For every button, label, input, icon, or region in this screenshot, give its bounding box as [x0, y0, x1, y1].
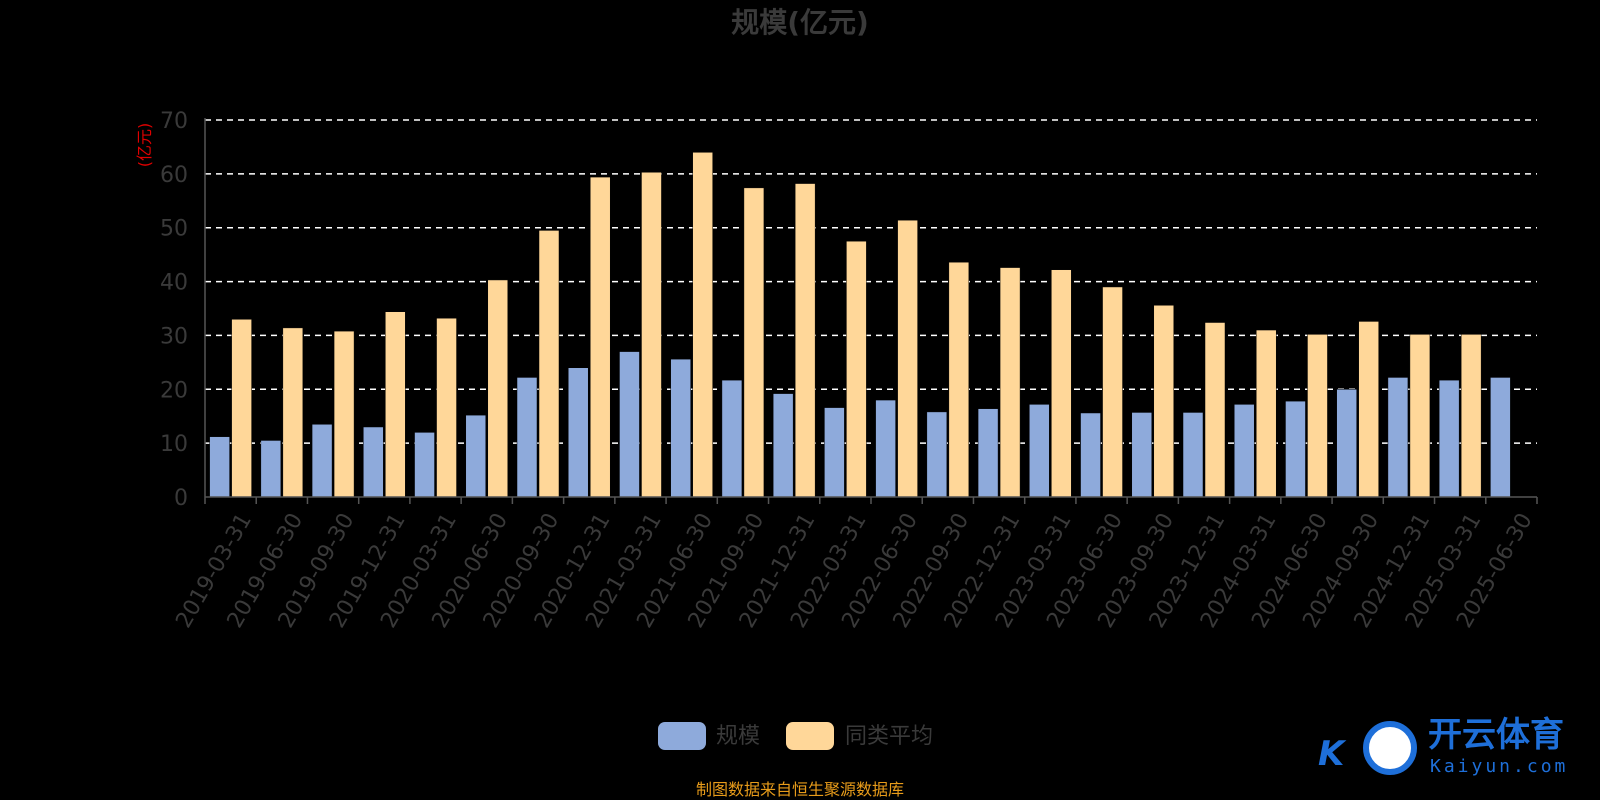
bar-average[interactable]	[743, 187, 765, 498]
bar-scale[interactable]	[209, 436, 230, 498]
bar-average[interactable]	[282, 327, 304, 498]
bar-scale[interactable]	[1029, 404, 1050, 498]
y-axis: 0 10 20 30 40 50 60 70	[160, 109, 188, 511]
bar-average[interactable]	[948, 261, 970, 498]
x-tick-labels: 2019-03-312019-06-302019-09-302019-12-31…	[171, 509, 1537, 632]
bars	[209, 152, 1511, 498]
bar-average[interactable]	[1102, 286, 1123, 498]
bar-scale[interactable]	[1131, 412, 1153, 498]
bar-scale[interactable]	[670, 358, 691, 498]
bar-average[interactable]	[1409, 334, 1431, 498]
bar-average[interactable]	[333, 330, 355, 498]
bar-average[interactable]	[589, 176, 611, 498]
bar-scale[interactable]	[414, 432, 435, 498]
bar-scale[interactable]	[363, 426, 384, 498]
legend-label-scale[interactable]: 规模	[716, 724, 760, 749]
legend-swatch-average[interactable]	[786, 722, 834, 750]
logo-subtext: Kaiyun.com	[1430, 756, 1568, 777]
y-tick-label: 10	[160, 432, 188, 457]
bar-average[interactable]	[487, 279, 509, 498]
bar-scale[interactable]	[824, 407, 845, 498]
logo-ball-icon	[1363, 721, 1417, 775]
bar-scale[interactable]	[465, 414, 487, 498]
bar-average[interactable]	[1358, 321, 1379, 498]
bar-scale[interactable]	[567, 367, 589, 498]
logo: K 开云体育 Kaiyun.com	[1318, 715, 1568, 777]
bar-scale[interactable]	[516, 377, 538, 498]
y-axis-unit: (亿元)	[135, 123, 154, 168]
bar-scale[interactable]	[926, 411, 948, 498]
bar-average[interactable]	[1153, 305, 1175, 498]
bar-scale[interactable]	[1490, 377, 1511, 498]
bar-scale[interactable]	[721, 379, 743, 498]
bar-average[interactable]	[1255, 329, 1277, 498]
y-tick-label: 60	[160, 163, 188, 188]
bar-scale[interactable]	[311, 424, 333, 498]
bar-scale[interactable]	[1182, 412, 1204, 498]
bar-scale[interactable]	[1336, 389, 1357, 498]
y-tick-label: 20	[160, 378, 188, 403]
bar-average[interactable]	[692, 152, 713, 498]
bar-average[interactable]	[538, 230, 560, 498]
bar-scale[interactable]	[875, 399, 896, 498]
bar-average[interactable]	[1051, 269, 1072, 498]
bar-scale[interactable]	[1387, 377, 1409, 498]
bar-average[interactable]	[794, 183, 816, 498]
x-axis	[204, 118, 1538, 504]
bar-scale[interactable]	[977, 408, 999, 498]
y-tick-label: 40	[160, 271, 188, 296]
bar-scale[interactable]	[619, 351, 640, 498]
bar-average[interactable]	[641, 171, 662, 498]
chart-title: 规模(亿元)	[731, 6, 869, 39]
bar-scale[interactable]	[1233, 404, 1255, 498]
legend-swatch-scale[interactable]	[658, 722, 706, 750]
bar-average[interactable]	[385, 311, 406, 498]
logo-mark: K	[1318, 734, 1347, 774]
y-tick-label: 0	[174, 486, 188, 511]
legend[interactable]: 规模 同类平均	[658, 722, 933, 750]
grid	[205, 119, 1537, 444]
bar-scale[interactable]	[1080, 412, 1101, 498]
y-tick-label: 30	[160, 324, 188, 349]
bar-average[interactable]	[1460, 334, 1482, 498]
bar-scale[interactable]	[772, 393, 794, 498]
y-tick-label: 50	[160, 217, 188, 242]
bar-average[interactable]	[436, 317, 457, 498]
data-source-note: 制图数据来自恒生聚源数据库	[696, 780, 904, 799]
bar-average[interactable]	[231, 319, 252, 498]
bar-scale[interactable]	[1438, 379, 1460, 498]
legend-label-average[interactable]: 同类平均	[845, 724, 933, 749]
bar-average[interactable]	[1307, 334, 1328, 498]
bar-average[interactable]	[999, 267, 1021, 498]
bar-scale[interactable]	[1285, 400, 1306, 498]
bar-average[interactable]	[897, 219, 918, 498]
bar-average[interactable]	[846, 240, 867, 498]
logo-text: 开云体育	[1428, 715, 1564, 755]
bar-average[interactable]	[1204, 322, 1226, 498]
y-tick-label: 70	[160, 109, 188, 134]
bar-scale[interactable]	[260, 440, 282, 498]
